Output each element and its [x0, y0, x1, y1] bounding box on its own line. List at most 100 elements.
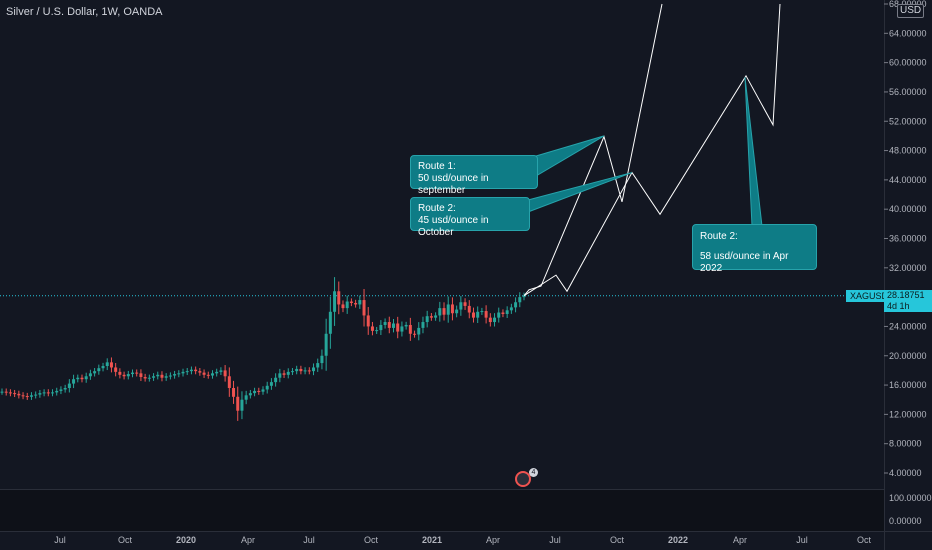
- route2b-note[interactable]: Route 2: 58 usd/ounce in Apr 2022: [692, 224, 817, 274]
- candle-body: [404, 324, 408, 327]
- candle-body: [349, 301, 353, 303]
- candle-body: [366, 315, 370, 327]
- sub-pane: [0, 490, 884, 531]
- candle-body: [387, 322, 391, 328]
- x-tick-label: Jul: [549, 535, 561, 545]
- candle-body: [105, 362, 109, 367]
- sub-y-tick-label: 0.00000: [889, 516, 922, 526]
- candle-body: [88, 373, 92, 377]
- candle-body: [459, 302, 463, 310]
- projection-path: [523, 3, 663, 297]
- currency-button[interactable]: USD: [897, 4, 925, 18]
- x-tick-label: Oct: [118, 535, 133, 545]
- candle-body: [274, 377, 278, 383]
- candle-body: [286, 371, 290, 375]
- route2b-text: 58 usd/ounce in Apr 2022: [700, 251, 789, 274]
- y-tick-label: 40.00000: [889, 204, 927, 214]
- candle-body: [152, 376, 156, 378]
- x-tick-label: Jul: [796, 535, 808, 545]
- candle-body: [265, 385, 269, 390]
- y-tick-label: 52.00000: [889, 116, 927, 126]
- candle-body: [13, 393, 17, 395]
- candle-body: [164, 376, 168, 378]
- candle-body: [156, 374, 160, 377]
- candle-body: [198, 371, 202, 373]
- ideas-badge-icon[interactable]: 4: [515, 468, 538, 487]
- candle-body: [379, 324, 383, 331]
- route2a-title: Route 2:: [418, 203, 456, 214]
- candle-body: [118, 371, 122, 375]
- candle-body: [450, 304, 454, 314]
- last-price-label: 28.18751 4d 1h: [884, 290, 932, 312]
- candle-body: [345, 301, 349, 309]
- candle-body: [17, 393, 21, 396]
- y-tick-label: 60.00000: [889, 58, 927, 68]
- y-tick-label: 32.00000: [889, 263, 927, 273]
- candle-body: [147, 377, 151, 379]
- route1-title: Route 1:: [418, 161, 456, 172]
- candle-body: [46, 392, 50, 394]
- candle-body: [522, 295, 526, 298]
- candle-body: [189, 369, 193, 372]
- candle-body: [0, 391, 4, 393]
- candle-body: [80, 377, 84, 380]
- candle-body: [316, 363, 320, 368]
- route2b-title: Route 2:: [700, 231, 738, 242]
- candle-body: [370, 326, 374, 331]
- candle-body: [215, 371, 219, 374]
- candle-body: [135, 372, 139, 374]
- y-tick-label: 16.00000: [889, 380, 927, 390]
- projection-path: [523, 3, 781, 297]
- candle-body: [168, 375, 172, 377]
- y-tick-label: 36.00000: [889, 234, 927, 244]
- candle-body: [84, 376, 88, 380]
- candle-body: [139, 373, 143, 378]
- candle-body: [253, 390, 257, 394]
- candle-body: [358, 300, 362, 305]
- candle-body: [101, 366, 105, 369]
- candle-body: [324, 333, 328, 356]
- candle-body: [493, 317, 497, 323]
- y-tick-label: 20.00000: [889, 351, 927, 361]
- candle-body: [131, 372, 134, 375]
- candle-body: [206, 374, 210, 376]
- candle-body: [421, 322, 425, 328]
- candle-body: [122, 374, 126, 377]
- y-tick-label: 4.00000: [889, 468, 922, 478]
- candle-body: [497, 312, 501, 318]
- candle-body: [303, 370, 307, 372]
- symbol-tag: XAGUSD: [846, 290, 893, 302]
- candle-body: [261, 389, 265, 392]
- candle-body: [244, 395, 248, 400]
- candle-body: [413, 333, 417, 335]
- candle-body: [72, 379, 76, 384]
- badge-count: 4: [529, 468, 538, 477]
- candle-body: [476, 311, 480, 318]
- y-tick-label: 56.00000: [889, 87, 927, 97]
- last-price-value: 28.18751: [887, 290, 925, 300]
- candle-body: [38, 393, 42, 395]
- route2a-note[interactable]: Route 2: 45 usd/ounce in October: [410, 197, 530, 238]
- candle-body: [354, 302, 358, 305]
- candle-body: [320, 355, 324, 364]
- candle-body: [312, 367, 316, 372]
- candle-body: [8, 392, 12, 394]
- candle-body: [484, 311, 488, 318]
- candle-body: [93, 371, 97, 374]
- candle-body: [509, 307, 513, 311]
- candle-body: [299, 368, 303, 372]
- candle-body: [202, 372, 206, 375]
- y-tick-label: 44.00000: [889, 175, 927, 185]
- candle-body: [392, 323, 395, 328]
- candle-body: [505, 310, 509, 314]
- y-tick-label: 64.00000: [889, 28, 927, 38]
- candle-body: [442, 308, 446, 315]
- candle-body: [383, 322, 387, 325]
- x-tick-label: 2020: [176, 535, 196, 545]
- x-tick-label: Apr: [733, 535, 747, 545]
- candle-body: [194, 369, 198, 372]
- chart-title: Silver / U.S. Dollar, 1W, OANDA: [6, 6, 163, 18]
- route1-note[interactable]: Route 1: 50 usd/ounce in september: [410, 155, 538, 196]
- candle-body: [114, 367, 118, 372]
